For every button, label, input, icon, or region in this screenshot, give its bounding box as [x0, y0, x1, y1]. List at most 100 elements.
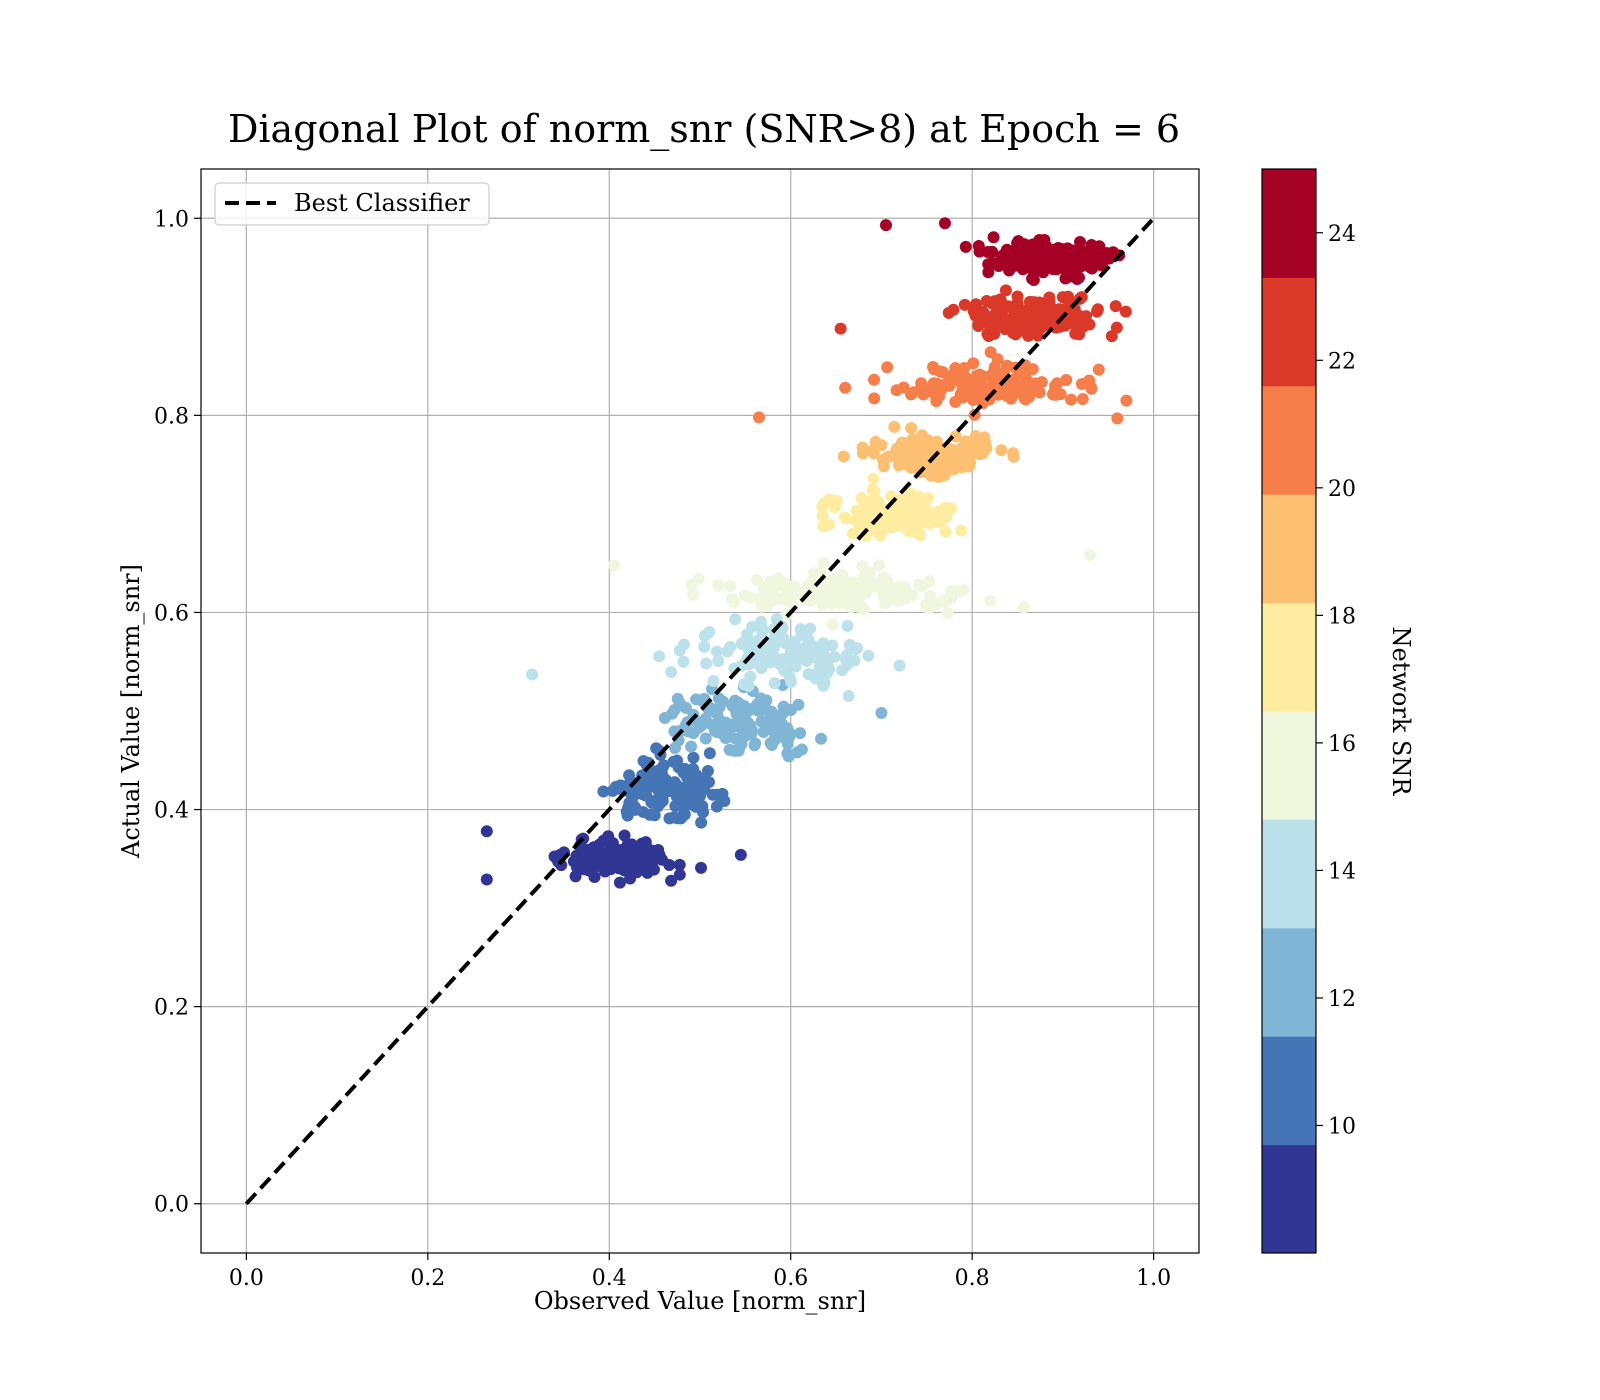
scatter-point	[915, 580, 928, 593]
scatter-point	[783, 671, 796, 684]
colorbar-frame	[1261, 168, 1317, 1254]
scatter-point	[804, 622, 817, 635]
scatter-point	[723, 743, 736, 756]
scatter-point	[712, 578, 725, 591]
scatter-point	[880, 451, 893, 464]
scatter-point	[1065, 393, 1078, 406]
scatter-point	[611, 782, 624, 795]
scatter-point	[984, 346, 997, 359]
scatter-point	[1101, 247, 1114, 260]
scatter-point	[667, 811, 680, 824]
scatter-point	[917, 388, 930, 401]
scatter-point	[856, 441, 869, 454]
scatter-point	[878, 597, 891, 610]
scatter-point	[842, 690, 855, 703]
scatter-point	[685, 578, 698, 591]
scatter-point	[785, 703, 798, 716]
scatter-point	[817, 556, 830, 569]
scatter-point	[703, 747, 716, 760]
scatter-point	[962, 453, 975, 466]
scatter-point	[766, 590, 779, 603]
scatter-point	[826, 639, 839, 652]
scatter-point	[1029, 377, 1042, 390]
scatter-point	[814, 584, 827, 597]
scatter-point	[987, 366, 1000, 379]
scatter-point	[695, 816, 708, 829]
scatter-point	[841, 619, 854, 632]
scatter-point	[688, 781, 701, 794]
scatter-point	[1025, 310, 1038, 323]
scatter-point	[837, 585, 850, 598]
scatter-point	[821, 659, 834, 672]
scatter-point	[877, 571, 890, 584]
scatter-point	[698, 640, 711, 653]
scatter-point	[999, 284, 1012, 297]
scatter-point	[745, 703, 758, 716]
scatter-point	[890, 451, 903, 464]
scatter-point	[815, 732, 828, 745]
scatter-point	[678, 808, 691, 821]
scatter-point	[636, 787, 649, 800]
scatter-point	[1011, 296, 1024, 309]
scatter-point	[959, 240, 972, 253]
scatter-point	[816, 500, 829, 513]
scatter-point	[1027, 266, 1040, 279]
scatter-points	[480, 217, 1133, 889]
scatter-point	[1044, 319, 1057, 332]
scatter-point	[673, 868, 686, 881]
scatter-point	[868, 373, 881, 386]
scatter-point	[943, 377, 956, 390]
scatter-point	[869, 435, 882, 448]
scatter-point	[802, 667, 815, 680]
scatter-point	[974, 387, 987, 400]
colorbar	[1262, 169, 1316, 1254]
scatter-point	[826, 597, 839, 610]
x-tick-label: 0.6	[773, 1266, 808, 1291]
scatter-point	[655, 767, 668, 780]
scatter-point	[958, 298, 971, 311]
scatter-point	[1061, 301, 1074, 314]
scatter-point	[984, 594, 997, 607]
scatter-point	[949, 430, 962, 443]
y-tick-label: 0.2	[154, 996, 189, 1021]
scatter-point	[1111, 412, 1124, 425]
scatter-point	[690, 693, 703, 706]
x-axis-ticks: 0.0 0.2 0.4 0.6 0.8 1.0	[229, 1253, 1171, 1291]
scatter-point	[1061, 246, 1074, 259]
x-tick-label: 0.0	[229, 1266, 264, 1291]
scatter-point	[905, 422, 918, 435]
y-axis-ticks: 0.0 0.2 0.4 0.6 0.8 1.0	[154, 207, 201, 1218]
scatter-point	[695, 861, 708, 874]
scatter-point	[823, 518, 836, 531]
scatter-point	[1043, 301, 1056, 314]
scatter-point	[721, 645, 734, 658]
scatter-point	[734, 848, 747, 861]
scatter-point	[732, 696, 745, 709]
scatter-point	[1046, 388, 1059, 401]
scatter-point	[673, 858, 686, 871]
scatter-point	[849, 642, 862, 655]
scatter-point	[896, 504, 909, 517]
scatter-point	[840, 649, 853, 662]
scatter-point	[607, 559, 620, 572]
colorbar-band	[1262, 602, 1316, 712]
scatter-point	[629, 847, 642, 860]
scatter-point	[744, 670, 757, 683]
scatter-point	[900, 451, 913, 464]
scatter-point	[1008, 307, 1021, 320]
scatter-point	[976, 447, 989, 460]
scatter-point	[922, 492, 935, 505]
scatter-point	[874, 521, 887, 534]
scatter-point	[658, 711, 671, 724]
scatter-point	[748, 739, 761, 752]
scatter-point	[875, 706, 888, 719]
scatter-point	[764, 575, 777, 588]
colorbar-tick-label: 24	[1328, 222, 1356, 247]
scatter-point	[915, 377, 928, 390]
scatter-point	[584, 852, 597, 865]
scatter-point	[687, 589, 700, 602]
scatter-point	[707, 675, 720, 688]
scatter-point	[802, 579, 815, 592]
scatter-point	[893, 659, 906, 672]
